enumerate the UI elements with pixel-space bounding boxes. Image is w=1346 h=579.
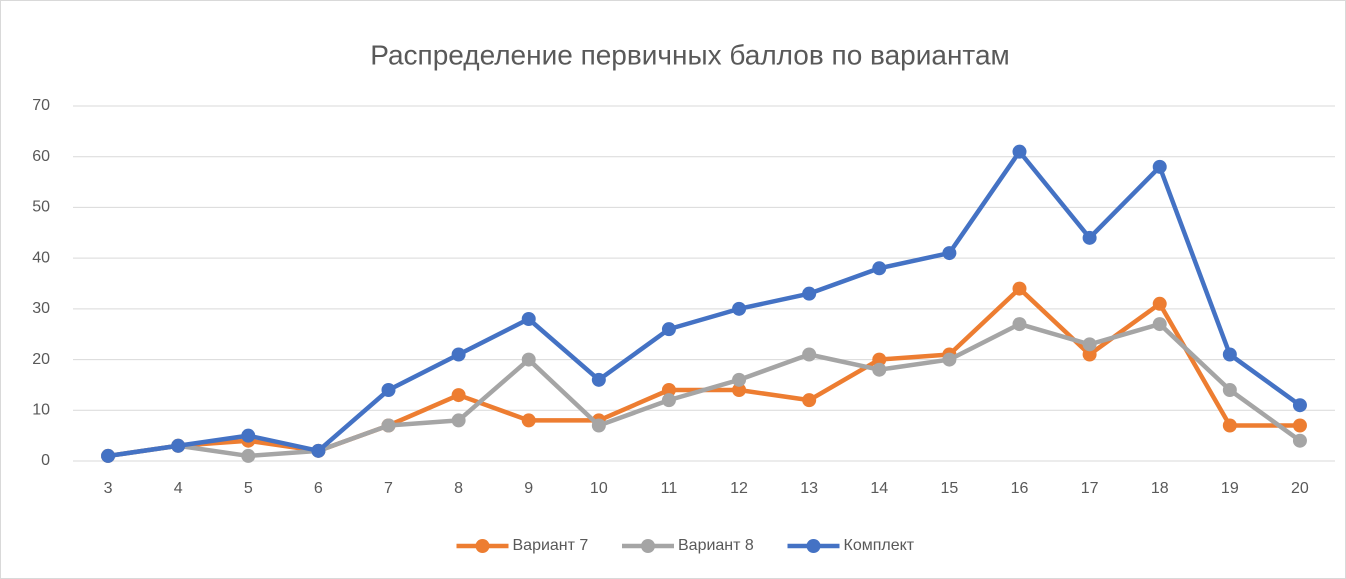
- legend-label: Вариант 7: [513, 537, 589, 554]
- data-point: [381, 418, 396, 433]
- data-point: [1012, 281, 1027, 296]
- x-tick-label: 17: [1081, 480, 1099, 497]
- data-point: [521, 312, 536, 326]
- data-point: [1222, 347, 1237, 362]
- legend-marker: [641, 539, 655, 553]
- data-point: [241, 448, 256, 463]
- data-point: [1152, 159, 1167, 174]
- data-point: [591, 418, 606, 433]
- data-point: [521, 413, 536, 428]
- x-tick-label: 19: [1221, 480, 1239, 497]
- data-point: [1152, 317, 1167, 332]
- y-tick-label: 60: [32, 148, 50, 165]
- data-point: [1292, 433, 1307, 448]
- chart-title: Распределение первичных баллов по вариан…: [370, 39, 1010, 70]
- x-tick-label: 4: [174, 480, 183, 497]
- data-point: [381, 383, 396, 397]
- legend-marker: [806, 539, 821, 553]
- x-tick-label: 13: [800, 480, 818, 497]
- x-tick-label: 5: [244, 480, 253, 497]
- data-point: [1292, 418, 1307, 433]
- x-tick-label: 15: [940, 480, 958, 497]
- data-point: [661, 383, 676, 397]
- legend-label: Вариант 8: [678, 537, 754, 554]
- x-tick-label: 12: [730, 480, 748, 497]
- x-tick-label: 20: [1291, 480, 1309, 497]
- data-point: [661, 322, 676, 337]
- data-point: [101, 448, 116, 463]
- data-point: [942, 352, 957, 367]
- x-tick-label: 18: [1151, 480, 1169, 497]
- y-tick-label: 20: [32, 351, 50, 368]
- x-tick-label: 11: [661, 480, 678, 497]
- data-point: [1082, 347, 1097, 362]
- y-tick-label: 40: [32, 249, 50, 266]
- data-point: [1082, 337, 1097, 352]
- legend-label: Комплект: [844, 537, 915, 554]
- data-point: [872, 352, 887, 367]
- data-point: [802, 393, 817, 408]
- data-point: [1292, 398, 1307, 413]
- x-tick-label: 8: [454, 480, 463, 497]
- data-point: [311, 443, 326, 458]
- y-tick-label: 30: [32, 300, 50, 317]
- data-point: [1082, 230, 1097, 245]
- data-point: [1222, 418, 1237, 433]
- data-point: [591, 372, 606, 387]
- data-point: [802, 347, 817, 362]
- series-line: [105, 321, 1303, 459]
- y-tick-label: 10: [32, 402, 50, 419]
- series-line: [105, 149, 1303, 459]
- data-point: [241, 428, 256, 443]
- data-point: [732, 372, 747, 387]
- y-tick-label: 70: [32, 97, 50, 114]
- y-tick-label: 0: [41, 452, 50, 469]
- data-point: [1152, 296, 1167, 311]
- x-tick-label: 7: [384, 480, 393, 497]
- x-tick-label: 9: [524, 480, 533, 497]
- data-point: [872, 261, 887, 276]
- x-tick-label: 16: [1011, 480, 1029, 497]
- data-point: [451, 347, 466, 362]
- data-point: [802, 286, 817, 301]
- data-point: [1012, 317, 1027, 332]
- x-tick-label: 6: [314, 480, 323, 497]
- x-tick-label: 10: [590, 480, 608, 497]
- data-point: [1222, 383, 1237, 397]
- y-tick-label: 50: [32, 199, 50, 216]
- data-point: [451, 413, 466, 428]
- data-point: [451, 388, 466, 403]
- data-point: [521, 352, 536, 367]
- data-point: [732, 383, 747, 397]
- x-tick-label: 3: [104, 480, 113, 497]
- data-point: [872, 362, 887, 377]
- legend-marker: [475, 539, 490, 553]
- data-point: [942, 246, 957, 261]
- data-point: [661, 393, 676, 408]
- data-point: [732, 301, 747, 316]
- data-point: [171, 438, 186, 453]
- x-tick-label: 14: [870, 480, 888, 497]
- data-point: [1012, 144, 1027, 159]
